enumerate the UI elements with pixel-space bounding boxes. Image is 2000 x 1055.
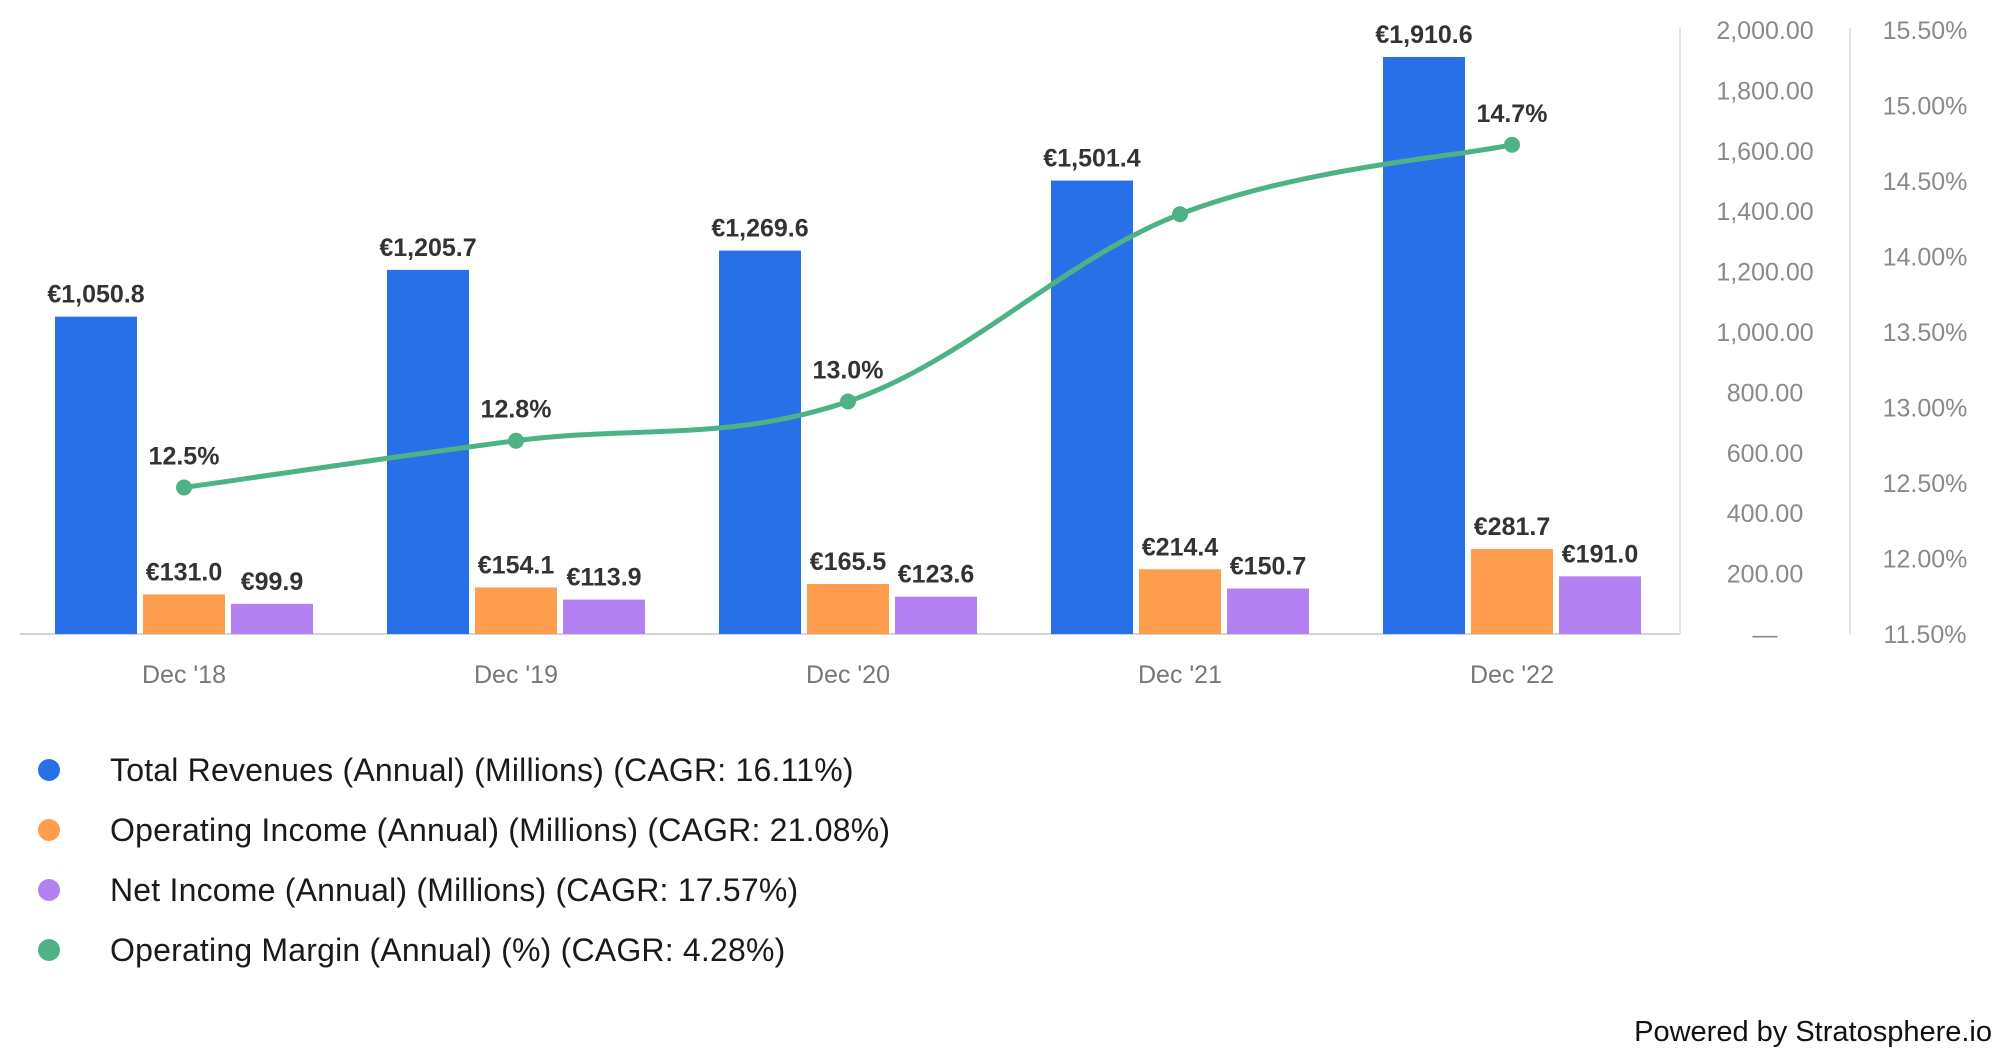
left-axis-tick-label: 800.00: [1727, 379, 1803, 407]
bar-data-label: €123.6: [898, 561, 974, 589]
bar-3: [563, 599, 645, 634]
bar-1: [55, 316, 137, 634]
bar-1: [1383, 56, 1465, 635]
legend-label: Operating Margin (Annual) (%) (CAGR: 4.2…: [110, 931, 786, 968]
bar-data-label: €281.7: [1474, 513, 1550, 541]
bar-data-label: €99.9: [241, 568, 304, 596]
right-axis-tick-label: 14.00%: [1883, 244, 1968, 272]
bar-data-label: €154.1: [478, 551, 555, 579]
left-axis-tick-label: 2,000.00: [1716, 17, 1813, 45]
bar-2: [807, 584, 889, 634]
bar-3: [895, 596, 977, 634]
bar-data-label: €191.0: [1562, 540, 1638, 568]
operating-margin-point: [176, 479, 192, 496]
legend-swatch-icon: [38, 939, 60, 961]
legend-item: Net Income (Annual) (Millions) (CAGR: 17…: [38, 860, 890, 920]
right-axis-tick-label: 12.00%: [1883, 546, 1968, 574]
bar-data-label: €150.7: [1230, 552, 1306, 580]
left-axis-tick-label: 400.00: [1727, 500, 1803, 528]
bar-3: [231, 603, 313, 634]
right-axis-tick-label: 12.50%: [1883, 470, 1968, 498]
left-axis-tick-label: 1,200.00: [1716, 259, 1813, 287]
bar-3: [1227, 588, 1309, 634]
bar-2: [143, 594, 225, 634]
left-axis-tick-label: 1,800.00: [1716, 77, 1813, 105]
legend-label: Net Income (Annual) (Millions) (CAGR: 17…: [110, 871, 799, 908]
legend-label: Operating Income (Annual) (Millions) (CA…: [110, 811, 891, 848]
right-axis-tick-label: 13.50%: [1883, 319, 1968, 347]
x-axis-tick-label: Dec '20: [806, 661, 890, 689]
left-axis-tick-label: 200.00: [1727, 561, 1803, 589]
bar-1: [1051, 180, 1133, 634]
bar-2: [1139, 569, 1221, 634]
legend-swatch-icon: [38, 879, 60, 901]
bar-data-label: €1,501.4: [1043, 145, 1140, 173]
legend-swatch-icon: [38, 819, 60, 841]
operating-margin-line: [181, 142, 1515, 491]
legend-item: Total Revenues (Annual) (Millions) (CAGR…: [38, 740, 890, 800]
right-axis-tick-label: 15.00%: [1883, 93, 1968, 121]
right-axis-tick-label: 11.50%: [1884, 621, 1967, 649]
right-axis-tick-label: 14.50%: [1883, 168, 1968, 196]
operating-margin-point: [1504, 136, 1520, 153]
bar-1: [719, 250, 801, 634]
operating-margin-point: [508, 432, 524, 449]
legend-swatch-icon: [38, 759, 60, 781]
bar-data-label: €131.0: [146, 558, 222, 586]
legend-item: Operating Income (Annual) (Millions) (CA…: [38, 800, 890, 860]
line-data-label: 14.7%: [1477, 100, 1548, 128]
bar-data-label: €165.5: [810, 548, 887, 576]
left-axis-tick-label: 1,000.00: [1716, 319, 1813, 347]
line-data-label: 12.8%: [481, 396, 552, 424]
left-axis-tick-label: 1,400.00: [1716, 198, 1813, 226]
legend-item: Operating Margin (Annual) (%) (CAGR: 4.2…: [38, 920, 890, 980]
legend-label: Total Revenues (Annual) (Millions) (CAGR…: [110, 751, 854, 788]
operating-margin-point: [840, 393, 856, 410]
left-axis-tick-label: —: [1753, 621, 1778, 649]
left-axis-tick-label: 600.00: [1727, 440, 1803, 468]
bar-data-label: €1,269.6: [711, 215, 808, 243]
chart: — 200.00 400.00 600.00 800.00 1,000.00 1,200.0…: [20, 17, 1968, 689]
bar-2: [1471, 548, 1553, 634]
operating-margin-point: [1172, 206, 1188, 223]
bar-data-label: €1,050.8: [47, 281, 144, 309]
bar-2: [475, 587, 557, 634]
x-axis-tick-label: Dec '22: [1470, 661, 1554, 689]
x-axis-tick-label: Dec '21: [1138, 661, 1222, 689]
left-axis-tick-label: 1,600.00: [1716, 138, 1813, 166]
x-axis-tick-label: Dec '18: [142, 661, 226, 689]
bar-data-label: €214.4: [1142, 533, 1219, 561]
bar-data-label: €113.9: [566, 564, 641, 592]
legend: Total Revenues (Annual) (Millions) (CAGR…: [38, 740, 890, 980]
line-data-label: 12.5%: [149, 443, 220, 471]
bar-3: [1559, 576, 1641, 634]
bar-data-label: €1,205.7: [379, 234, 476, 262]
right-axis-tick-label: 15.50%: [1883, 17, 1968, 45]
line-data-label: 13.0%: [813, 356, 884, 384]
powered-by-label: Powered by Stratosphere.io: [1634, 1016, 1992, 1048]
x-axis-tick-label: Dec '19: [474, 661, 558, 689]
right-axis-tick-label: 13.00%: [1883, 395, 1968, 423]
bar-data-label: €1,910.6: [1375, 21, 1472, 49]
